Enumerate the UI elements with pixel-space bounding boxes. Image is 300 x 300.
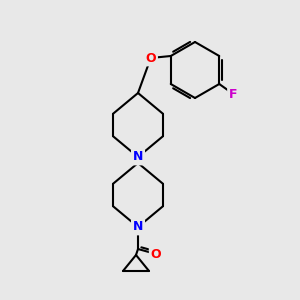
Text: N: N [133,220,143,233]
Text: O: O [151,248,161,260]
Text: O: O [146,52,156,64]
Text: F: F [229,88,238,100]
Text: N: N [133,151,143,164]
